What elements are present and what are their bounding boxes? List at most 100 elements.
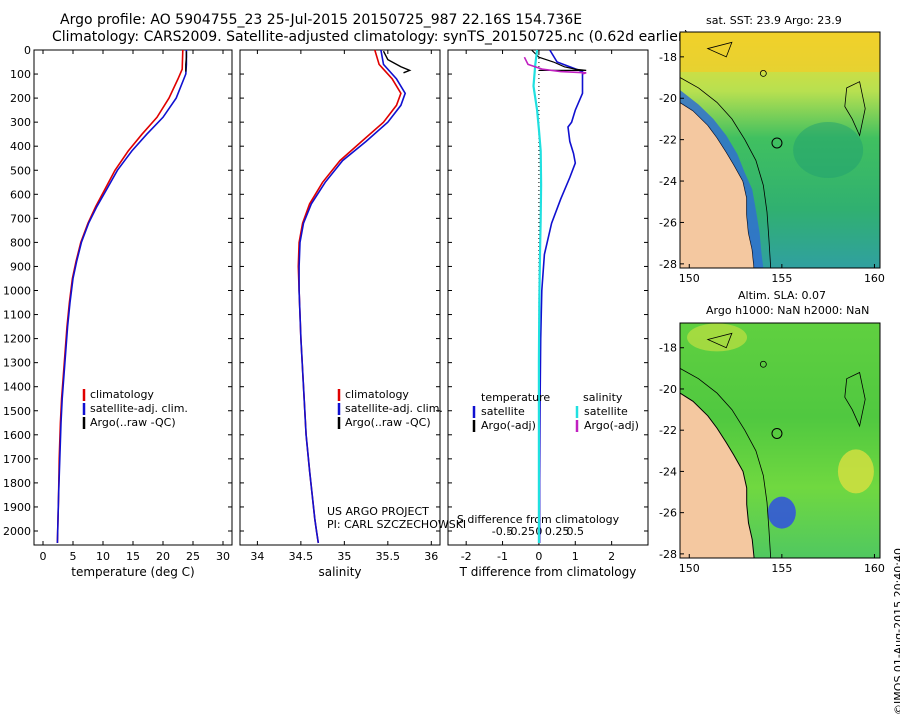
sla-map-xtick-label: 160 <box>864 562 885 575</box>
depth-tick-label: 200 <box>10 92 31 105</box>
sla-map-title: Altim. SLA: 0.07 <box>738 289 827 302</box>
depth-tick-label: 1700 <box>3 453 31 466</box>
difference-legend-title-salinity: salinity <box>583 391 623 404</box>
difference-axes-frame <box>447 49 649 546</box>
sst-map-ytick-label: -28 <box>659 258 677 271</box>
salinity-xlabel: salinity <box>318 565 361 579</box>
temperature-legend-label: satellite-adj. clim. <box>90 402 188 415</box>
sla-map-subtitle: Argo h1000: NaN h2000: NaN <box>706 304 870 317</box>
sla-map-group <box>679 322 881 559</box>
sst-map-xtick-label: 155 <box>771 272 792 285</box>
sla-map-xtick-label: 150 <box>679 562 700 575</box>
difference-T-xtick-label: -2 <box>461 550 472 563</box>
sst-map-ytick-label: -24 <box>659 175 677 188</box>
depth-tick-label: 100 <box>10 68 31 81</box>
depth-tick-label: 500 <box>10 164 31 177</box>
sla-low-blob <box>767 496 796 529</box>
salinity-legend-label: climatology <box>345 388 409 401</box>
difference-legend-label: Argo(-adj) <box>584 419 639 432</box>
figure-canvas: 0100200300400500600700800900100011001200… <box>3 31 885 579</box>
sla-reef-contour <box>844 371 866 428</box>
sst-north-reef-contour <box>706 41 733 58</box>
difference-S-xtick-label: -0.25 <box>506 525 534 538</box>
sst-bathymetry-contour <box>679 77 772 269</box>
difference-S-xtick-label: 0.5 <box>567 525 585 538</box>
temperature-legend-label: Argo(..raw -QC) <box>90 416 176 429</box>
sla-map-ytick-label: -28 <box>659 548 677 561</box>
sst-cool-patch <box>793 122 864 178</box>
difference-legend-label: satellite <box>481 405 525 418</box>
salinity-argo-line <box>382 50 412 74</box>
project-note-line2: PI: CARL SZCZECHOWSKI <box>327 518 466 531</box>
depth-tick-label: 900 <box>10 260 31 273</box>
sst-map-group <box>679 31 881 269</box>
sst-map-xtick-label: 160 <box>864 272 885 285</box>
sla-high-blob <box>837 449 874 494</box>
temperature-xtick-label: 5 <box>70 550 77 563</box>
depth-tick-label: 1800 <box>3 477 31 490</box>
sst-seamount-contour <box>759 70 767 77</box>
depth-tick-label: 400 <box>10 140 31 153</box>
depth-tick-label: 1100 <box>3 309 31 322</box>
salinity-axes-frame <box>239 49 441 546</box>
difference-T-xtick-label: 1 <box>572 550 579 563</box>
sst-argo-location-marker <box>771 137 783 149</box>
temperature-satellite-line <box>56 50 188 544</box>
difference-legend-label: Argo(-adj) <box>481 419 536 432</box>
depth-tick-label: 300 <box>10 116 31 129</box>
sla-map-ytick-label: -18 <box>659 342 677 355</box>
depth-tick-label: 800 <box>10 236 31 249</box>
difference-T-satellite-line <box>538 49 584 543</box>
temperature-xtick-label: 30 <box>216 550 230 563</box>
sla-map-ytick-label: -22 <box>659 424 677 437</box>
sst-map-xtick-label: 150 <box>679 272 700 285</box>
difference-legend-label: satellite <box>584 405 628 418</box>
depth-tick-label: 600 <box>10 188 31 201</box>
sla-argo-location-marker <box>771 427 783 439</box>
salinity-xtick-label: 35 <box>337 550 351 563</box>
difference-S-satellite-line <box>532 49 543 543</box>
temperature-xtick-label: 0 <box>40 550 47 563</box>
difference-legend-title-temperature: temperature <box>481 391 550 404</box>
temperature-xtick-label: 10 <box>96 550 110 563</box>
sst-map-ytick-label: -22 <box>659 134 677 147</box>
sla-map-ytick-label: -20 <box>659 383 677 396</box>
salinity-xtick-label: 34 <box>250 550 264 563</box>
salinity-satellite-line <box>298 49 407 544</box>
temperature-xtick-label: 15 <box>126 550 140 563</box>
sla-map-xtick-label: 155 <box>771 562 792 575</box>
salinity-xtick-label: 36 <box>424 550 438 563</box>
temperature-climatology-line <box>56 49 184 544</box>
temperature-legend-label: climatology <box>90 388 154 401</box>
depth-tick-label: 2000 <box>3 525 31 538</box>
difference-T-xtick-label: 2 <box>608 550 615 563</box>
depth-tick-label: 700 <box>10 212 31 225</box>
sst-reef-contour <box>844 81 866 137</box>
difference-S-xtick-label: -0.5 <box>492 525 513 538</box>
difference-T-xtick-label: 0 <box>535 550 542 563</box>
depth-tick-label: 1300 <box>3 357 31 370</box>
temperature-xtick-label: 20 <box>156 550 170 563</box>
sst-map-ytick-label: -26 <box>659 216 677 229</box>
sst-map-ytick-label: -20 <box>659 92 677 105</box>
difference-T-xtick-label: -1 <box>497 550 508 563</box>
temperature-xtick-label: 25 <box>186 550 200 563</box>
sst-shelf-cold-water <box>680 90 764 268</box>
depth-tick-label: 1400 <box>3 381 31 394</box>
sla-seamount-contour <box>759 360 767 368</box>
sla-bathymetry-contour <box>679 368 772 559</box>
temperature-xlabel: temperature (deg C) <box>71 565 194 579</box>
sst-warm-band <box>680 32 880 72</box>
salinity-xtick-label: 35.5 <box>376 550 401 563</box>
depth-tick-label: 0 <box>24 44 31 57</box>
figure-title-line2: Climatology: CARS2009. Satellite-adjuste… <box>52 29 690 45</box>
sst-map-title: sat. SST: 23.9 Argo: 23.9 <box>706 14 842 27</box>
difference-S-argo-line <box>523 56 587 75</box>
salinity-xtick-label: 34.5 <box>289 550 314 563</box>
difference-T-xlabel: T difference from climatology <box>459 565 637 579</box>
sla-map-ytick-label: -24 <box>659 465 677 478</box>
project-note-line1: US ARGO PROJECT <box>327 505 429 518</box>
temperature-argo-line <box>185 51 188 72</box>
figure-title-line1: Argo profile: AO 5904755_23 25-Jul-2015 … <box>60 12 583 28</box>
sla-map-ytick-label: -26 <box>659 507 677 520</box>
